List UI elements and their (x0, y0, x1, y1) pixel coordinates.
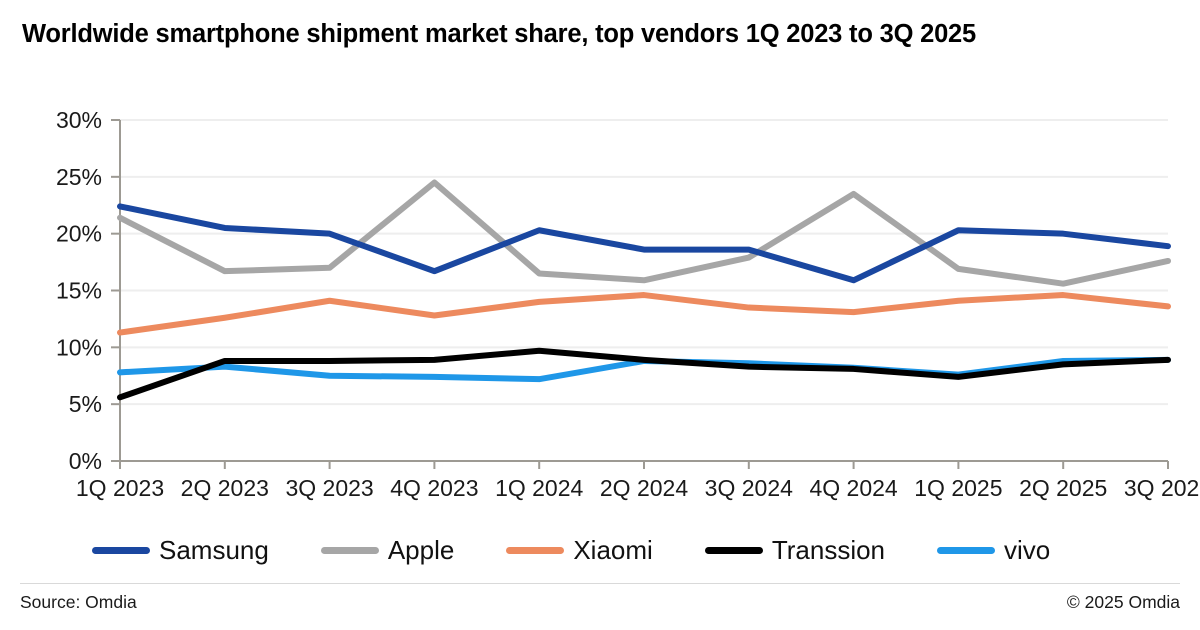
source-label: Source: Omdia (20, 592, 137, 612)
x-axis-tick-label: 1Q 2024 (495, 475, 583, 501)
x-axis-tick-label: 3Q 2025 (1124, 475, 1200, 501)
chart-title: Worldwide smartphone shipment market sha… (22, 20, 977, 48)
y-axis-tick-labels: 0% 5% 10% 15% 20% 25% 30% (56, 107, 102, 474)
line-chart-svg: 0% 5% 10% 15% 20% 25% 30% 1Q 2023 2Q 2023 3Q 202… (56, 107, 1200, 501)
series-line-xiaomi (117, 292, 1171, 336)
legend-label: Samsung (159, 534, 269, 565)
x-axis-tick-labels: 1Q 2023 2Q 2023 3Q 2023 4Q 2023 1Q 2024 2Q 20… (76, 475, 1200, 501)
legend-label: Xiaomi (573, 534, 653, 565)
y-axis-tick-label: 20% (56, 221, 102, 247)
legend-swatch-icon (320, 546, 379, 554)
y-axis-tick-label: 15% (56, 278, 102, 304)
y-axis-tick-label: 30% (56, 107, 102, 133)
legend-label: Apple (387, 534, 455, 565)
x-axis-tick-label: 4Q 2023 (390, 475, 478, 501)
x-axis-tick-label: 3Q 2024 (705, 475, 793, 501)
chart-footer: Source: Omdia © 2025 Omdia (20, 592, 1180, 613)
y-axis-ticks (111, 119, 120, 462)
y-axis-tick-label: 5% (69, 391, 102, 417)
y-axis-tick-label: 10% (56, 334, 102, 360)
y-axis-tick-label: 0% (69, 448, 102, 474)
x-axis-ticks (119, 461, 1169, 469)
x-axis-tick-label: 4Q 2024 (809, 475, 897, 501)
x-axis-tick-label: 2Q 2025 (1019, 475, 1107, 501)
y-axis-tick-label: 25% (56, 164, 102, 190)
legend-label: Transsion (771, 534, 886, 565)
x-axis-tick-label: 1Q 2023 (76, 475, 164, 501)
footer-divider (20, 583, 1180, 584)
x-axis-tick-label: 2Q 2023 (181, 475, 269, 501)
copyright-label: © 2025 Omdia (1066, 592, 1180, 612)
series-line-apple (117, 179, 1171, 287)
legend-item-transsion[interactable]: Transsion (704, 534, 886, 566)
x-axis-tick-label: 2Q 2024 (600, 475, 688, 501)
legend-swatch-icon (937, 546, 996, 554)
legend-item-apple[interactable]: Apple (320, 534, 455, 566)
legend-item-xiaomi[interactable]: Xiaomi (506, 534, 653, 566)
chart-legend: Samsung Apple Xiaomi Transsion vivo (0, 528, 1200, 572)
legend-swatch-icon (506, 546, 565, 554)
legend-label: vivo (1004, 534, 1051, 565)
gridlines (120, 119, 1168, 462)
x-axis-tick-label: 1Q 2025 (914, 475, 1002, 501)
legend-swatch-icon (92, 546, 150, 554)
x-axis-tick-label: 3Q 2023 (285, 475, 373, 501)
series-lines (117, 179, 1171, 401)
plot-area: 0% 5% 10% 15% 20% 25% 30% 1Q 2023 2Q 2023 3Q 202… (0, 95, 1200, 515)
legend-item-vivo[interactable]: vivo (937, 535, 1050, 566)
legend-item-samsung[interactable]: Samsung (92, 535, 269, 566)
series-line-transsion (117, 347, 1171, 401)
series-line-samsung (117, 203, 1171, 284)
legend-swatch-icon (704, 546, 763, 554)
